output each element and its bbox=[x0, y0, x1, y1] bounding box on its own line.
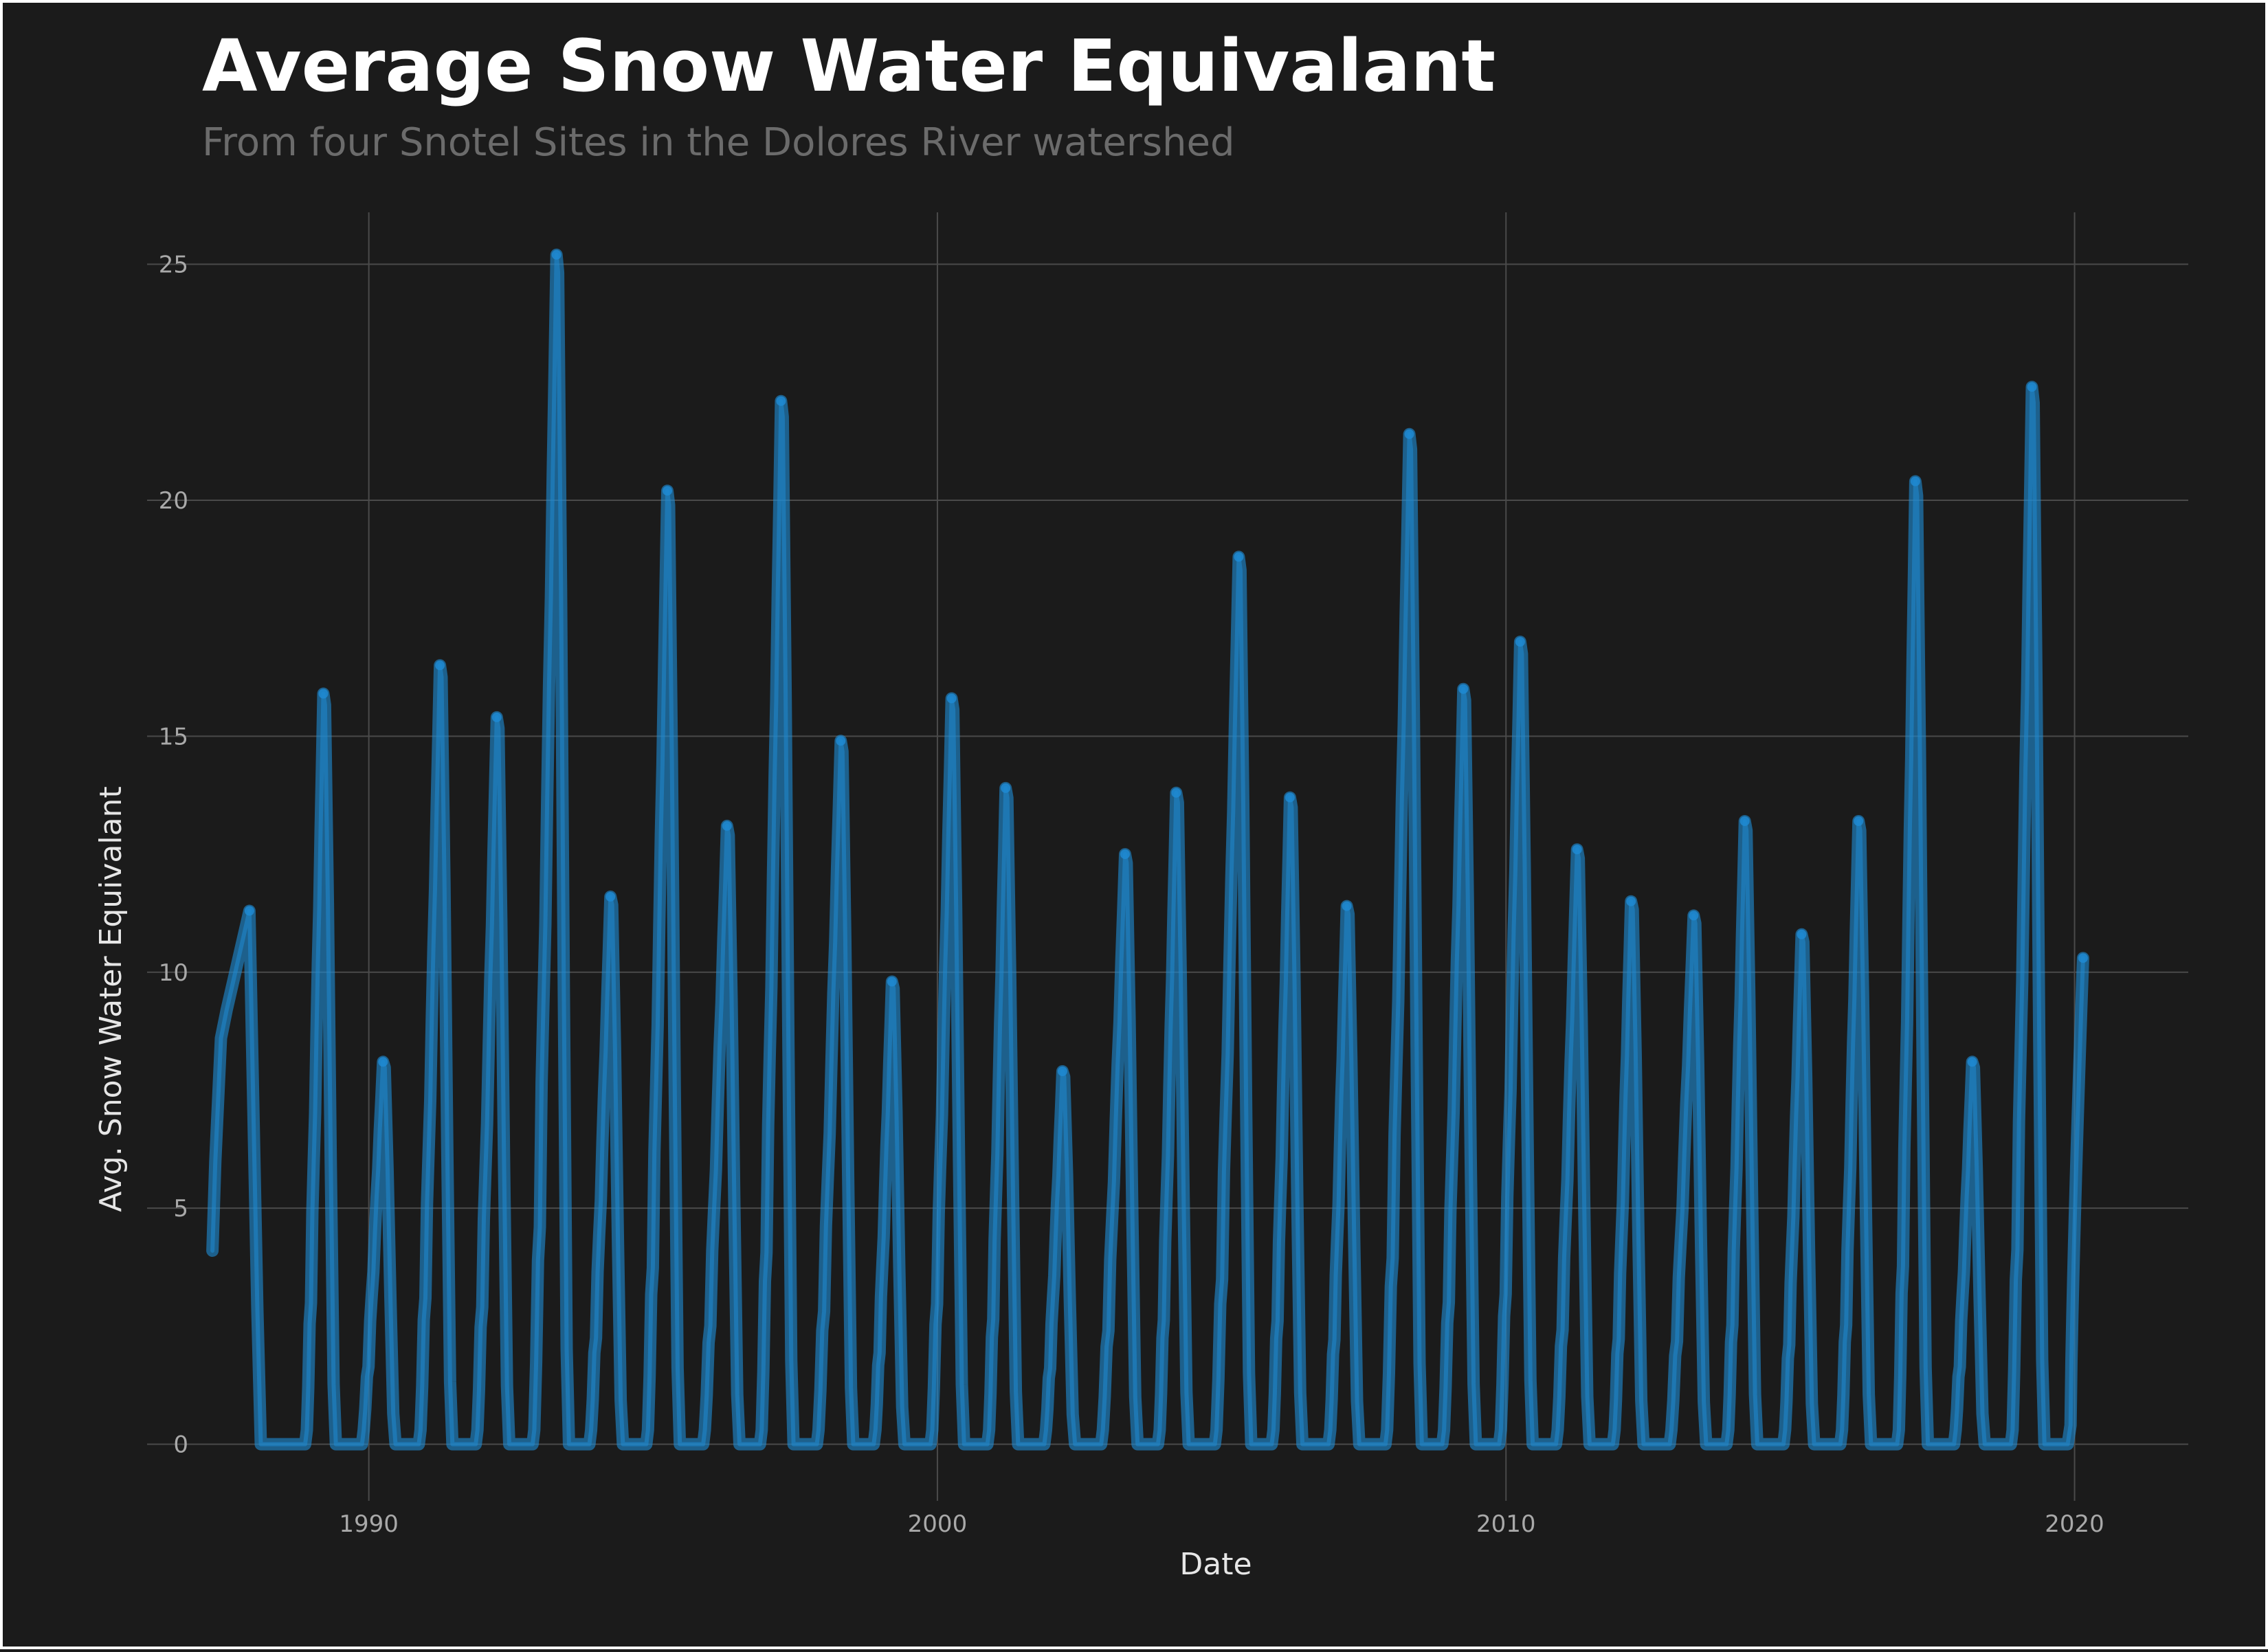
swe-peak-point bbox=[836, 736, 846, 746]
y-tick-label: 0 bbox=[173, 1431, 188, 1459]
swe-peak-point bbox=[1171, 788, 1181, 798]
swe-peak-point bbox=[1967, 1057, 1977, 1067]
swe-peak-point bbox=[946, 693, 957, 704]
swe-peak-point bbox=[1854, 816, 1864, 826]
swe-peak-point bbox=[1572, 845, 1582, 855]
swe-peak-point bbox=[1234, 552, 1244, 562]
chart-subtitle: From four Snotel Sites in the Dolores Ri… bbox=[202, 120, 1234, 165]
y-tick-label: 25 bbox=[159, 252, 188, 279]
x-tick-label: 2010 bbox=[1476, 1510, 1536, 1538]
x-axis-title: Date bbox=[1179, 1547, 1252, 1582]
x-tick-label: 2020 bbox=[2045, 1510, 2104, 1538]
y-axis-title: Avg. Snow Water Equivalant bbox=[93, 786, 129, 1212]
swe-peak-point bbox=[1285, 792, 1295, 803]
x-tick-label: 1990 bbox=[339, 1510, 399, 1538]
swe-peak-point bbox=[1001, 783, 1011, 793]
swe-peak-point bbox=[1458, 684, 1469, 694]
swe-peak-point bbox=[1404, 429, 1414, 439]
swe-peak-point bbox=[663, 486, 672, 496]
swe-peak-point bbox=[1626, 896, 1636, 906]
y-tick-label: 15 bbox=[159, 723, 188, 750]
swe-peak-point bbox=[435, 660, 445, 671]
swe-peak-point bbox=[378, 1057, 388, 1067]
plot-area bbox=[206, 248, 2089, 1451]
swe-peak-point bbox=[1910, 476, 1920, 487]
swe-peak-point bbox=[244, 906, 254, 916]
swe-peak-point bbox=[1342, 901, 1352, 911]
chart-title: Average Snow Water Equivalant bbox=[202, 24, 1496, 108]
swe-peak-point bbox=[1120, 849, 1130, 860]
swe-peak-point bbox=[1739, 816, 1750, 826]
chart: Average Snow Water Equivalant From four … bbox=[93, 24, 2188, 1582]
swe-peak-point bbox=[605, 891, 616, 902]
swe-peak-point bbox=[551, 249, 562, 260]
y-tick-label: 20 bbox=[159, 487, 188, 515]
swe-peak-point bbox=[491, 712, 502, 722]
swe-peak-point bbox=[2027, 382, 2037, 392]
swe-peak-point bbox=[887, 976, 897, 987]
y-tick-label: 10 bbox=[159, 959, 188, 987]
axes: 0 5 10 15 20 25 1990 2000 2010 2020 bbox=[159, 252, 2104, 1538]
x-tick-label: 2000 bbox=[908, 1510, 968, 1538]
swe-series-core bbox=[210, 252, 2085, 1447]
y-tick-label: 5 bbox=[173, 1195, 188, 1223]
swe-peak-point bbox=[2078, 953, 2088, 963]
swe-peak-point bbox=[776, 396, 786, 406]
swe-peak-point bbox=[1797, 929, 1807, 939]
swe-peak-point bbox=[722, 821, 732, 831]
swe-peak-point bbox=[1057, 1067, 1067, 1076]
swe-peak-point bbox=[318, 689, 329, 699]
swe-peak-point bbox=[1515, 637, 1525, 647]
swe-peak-point bbox=[1689, 911, 1699, 921]
